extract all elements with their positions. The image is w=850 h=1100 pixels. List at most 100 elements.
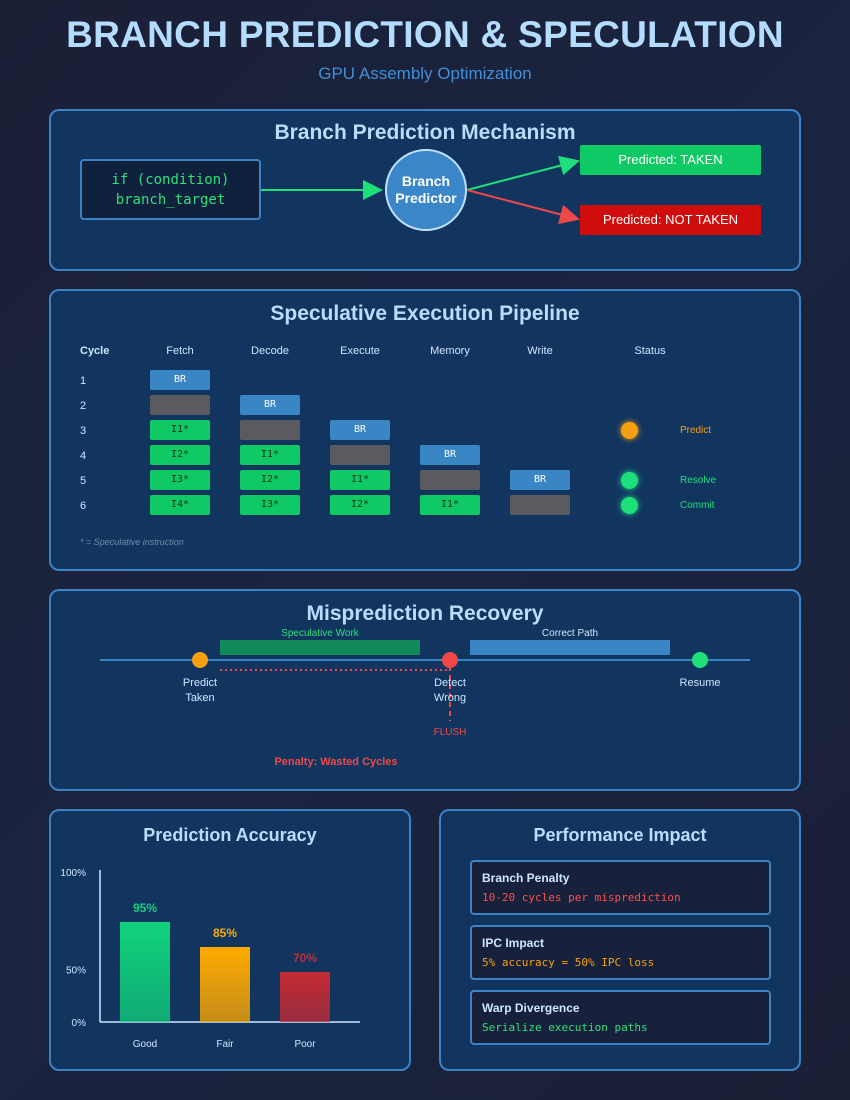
pipeline-cell: I1* [150, 420, 210, 440]
status-dot [621, 497, 638, 514]
pipeline-panel: Speculative Execution Pipeline Cycle Fetc… [49, 289, 801, 571]
impact-card-text: 5% accuracy = 50% IPC loss [482, 956, 655, 969]
accuracy-panel: Prediction Accuracy 100% 50% 0% 95% Good 85% F… [49, 809, 411, 1071]
accuracy-chart: 100% 50% 0% 95% Good 85% Fair 70% Poor [60, 868, 360, 1050]
predict-taken-label: Predict Taken [160, 676, 240, 706]
status-dot [621, 422, 638, 439]
impact-panel: Performance Impact Branch Penalty 10-20 c… [439, 809, 801, 1071]
y-tick-label: 50% [66, 966, 86, 977]
header-fetch: Fetch [166, 345, 194, 357]
predicted-taken-box: Predicted: TAKEN [580, 145, 761, 175]
impact-card-title: Branch Penalty [482, 871, 570, 885]
header-cycle: Cycle [80, 345, 110, 357]
mechanism-arrows [261, 155, 580, 225]
mechanism-panel: Branch Prediction Mechanism if (conditio… [49, 109, 801, 271]
pipeline-cell: BR [330, 420, 390, 440]
taken-arrow [466, 155, 580, 191]
pipeline-cell: I1* [240, 445, 300, 465]
predict-point [192, 652, 208, 668]
bar-value-label: 70% [293, 951, 317, 965]
accuracy-bar [200, 947, 250, 1022]
header-status: Status [634, 345, 666, 357]
page-title: BRANCH PREDICTION & SPECULATION [66, 14, 784, 55]
accuracy-bar [280, 972, 330, 1022]
condition-code-box: if (condition) branch_target [80, 159, 261, 220]
cycle-label: 3 [80, 425, 87, 437]
pipeline-cell: BR [150, 370, 210, 390]
accuracy-title: Prediction Accuracy [143, 825, 317, 845]
y-tick-label: 0% [72, 1018, 87, 1029]
status-dot [621, 472, 638, 489]
impact-card-text: Serialize execution paths [482, 1021, 648, 1034]
pipeline-cell: BR [510, 470, 570, 490]
cycle-label: 4 [80, 450, 87, 462]
impact-title: Performance Impact [533, 825, 707, 845]
pipeline-cell: I3* [240, 495, 300, 515]
x-tick-label: Poor [294, 1039, 316, 1050]
speculative-work-bar [220, 640, 420, 655]
header-execute: Execute [340, 345, 380, 357]
y-tick-label: 100% [60, 868, 86, 879]
cycle-label: 1 [80, 375, 87, 387]
predictor-line1: Branch [401, 173, 451, 189]
page-subtitle: GPU Assembly Optimization [318, 64, 532, 83]
pipeline-cell: I1* [330, 470, 390, 490]
cycle-label: 2 [80, 400, 87, 412]
recovery-title: Misprediction Recovery [306, 602, 544, 625]
header-memory: Memory [430, 345, 470, 357]
x-tick-label: Fair [216, 1039, 234, 1050]
speculative-note: * = Speculative instruction [80, 537, 184, 547]
recovery-panel: Misprediction Recovery Speculative Work … [49, 589, 801, 791]
status-label: Predict [680, 425, 712, 436]
bar-value-label: 85% [213, 926, 237, 940]
header-decode: Decode [251, 345, 289, 357]
impact-card: Branch Penalty 10-20 cycles per mispredic… [470, 860, 771, 915]
bar-value-label: 95% [133, 901, 157, 915]
pipeline-cell [330, 445, 390, 465]
pipeline-cell: I1* [420, 495, 480, 515]
pipeline-cell [420, 470, 480, 490]
correct-path-label: Correct Path [541, 628, 599, 639]
penalty-label: Penalty: Wasted Cycles [274, 756, 398, 768]
status-label: Resolve [680, 475, 717, 486]
pipeline-cell: I4* [150, 495, 210, 515]
impact-card-text: 10-20 cycles per misprediction [482, 891, 681, 904]
status-label: Commit [680, 500, 715, 511]
impact-card-title: Warp Divergence [482, 1001, 580, 1015]
pipeline-cell: I2* [150, 445, 210, 465]
pipeline-cell: BR [420, 445, 480, 465]
detect-line1: Detect [434, 677, 466, 689]
condition-line: if (condition) [111, 172, 230, 188]
pipeline-cell: I3* [150, 470, 210, 490]
detect-point [442, 652, 458, 668]
impact-card-title: IPC Impact [482, 936, 545, 950]
pipeline-cell [240, 420, 300, 440]
pipeline-cell: BR [240, 395, 300, 415]
recovery-timeline [100, 640, 750, 721]
pipeline-cell [150, 395, 210, 415]
branch-predictor-node: Branch Predictor [385, 149, 467, 231]
detect-wrong-label: Detect Wrong [410, 676, 490, 706]
pipeline-cell: I2* [330, 495, 390, 515]
resume-point [692, 652, 708, 668]
impact-card: Warp Divergence Serialize execution paths [470, 990, 771, 1045]
accuracy-bar [120, 922, 170, 1022]
predictor-line2: Predictor [395, 190, 457, 206]
not-taken-arrow [466, 189, 580, 225]
speculative-work-label: Speculative Work [281, 628, 359, 639]
pipeline-title: Speculative Execution Pipeline [270, 302, 580, 325]
cycle-label: 6 [80, 500, 87, 512]
correct-path-bar [470, 640, 670, 655]
x-tick-label: Good [133, 1039, 157, 1050]
branch-target-line: branch_target [115, 192, 226, 208]
header-write: Write [527, 345, 553, 357]
predicted-not-taken-box: Predicted: NOT TAKEN [580, 205, 761, 235]
predict-line1: Predict [182, 677, 218, 689]
flush-label: FLUSH [433, 727, 467, 738]
pipeline-cell: I2* [240, 470, 300, 490]
mechanism-title: Branch Prediction Mechanism [274, 121, 576, 144]
predict-line2: Taken [185, 692, 215, 704]
cycle-label: 5 [80, 475, 87, 487]
detect-line2: Wrong [433, 692, 467, 704]
impact-card: IPC Impact 5% accuracy = 50% IPC loss [470, 925, 771, 980]
